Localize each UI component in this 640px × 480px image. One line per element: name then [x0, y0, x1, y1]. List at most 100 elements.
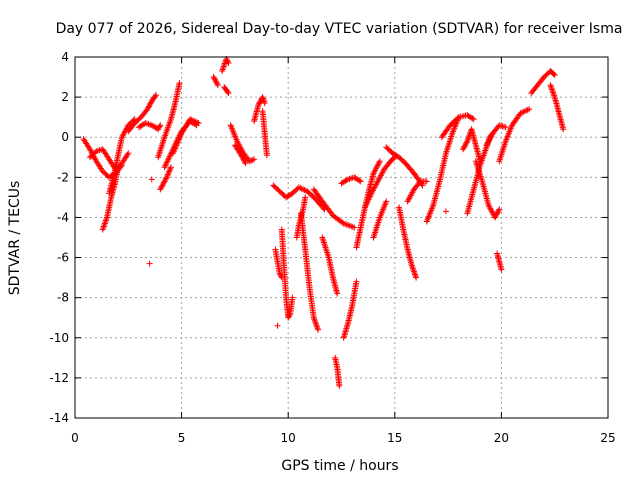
- data-point: [315, 326, 322, 333]
- interpolated-point: [162, 175, 169, 182]
- interpolated-point: [164, 172, 171, 179]
- data-point: [255, 102, 262, 109]
- data-track: [547, 82, 567, 133]
- data-point: [376, 158, 383, 165]
- interpolated-point: [239, 153, 246, 160]
- data-point: [496, 206, 503, 213]
- data-point: [187, 116, 194, 123]
- interpolated-point: [463, 139, 470, 146]
- interpolated-point: [166, 167, 173, 174]
- data-point: [289, 294, 296, 301]
- interpolated-point: [285, 313, 292, 320]
- interpolated-point: [524, 106, 531, 113]
- data-track: [361, 154, 398, 211]
- interpolated-point: [164, 171, 171, 178]
- data-track: [251, 94, 268, 125]
- interpolated-point: [301, 187, 308, 194]
- data-point: [242, 160, 249, 167]
- data-track: [340, 278, 360, 341]
- data-point: [157, 186, 164, 193]
- interpolated-point: [166, 168, 173, 175]
- x-tick-label: 0: [71, 431, 79, 445]
- interpolated-point: [286, 312, 293, 319]
- isolated-data-point: [442, 208, 449, 215]
- data-track: [99, 166, 121, 233]
- y-tick-label: 4: [61, 50, 69, 64]
- y-tick-label: -8: [57, 291, 69, 305]
- data-track: [404, 178, 430, 205]
- interpolated-point: [461, 143, 468, 150]
- interpolated-point: [156, 123, 163, 130]
- interpolated-point: [356, 177, 363, 184]
- y-tick-label: -4: [57, 210, 69, 224]
- interpolated-point: [167, 165, 174, 172]
- data-track: [210, 74, 221, 89]
- data-track: [227, 122, 258, 165]
- interpolated-point: [248, 157, 255, 164]
- interpolated-point: [189, 117, 196, 124]
- data-point: [225, 60, 232, 67]
- data-track: [310, 186, 358, 231]
- interpolated-point: [462, 140, 469, 147]
- data-point: [560, 126, 567, 133]
- data-track: [319, 234, 341, 297]
- data-point: [413, 274, 420, 281]
- interpolated-point: [492, 213, 499, 220]
- interpolated-point: [521, 108, 528, 115]
- data-point: [285, 314, 292, 321]
- interpolated-point: [495, 207, 502, 214]
- interpolated-point: [519, 109, 526, 116]
- y-tick-label: -10: [49, 331, 69, 345]
- interpolated-point: [240, 156, 247, 163]
- interpolated-point: [224, 57, 231, 64]
- data-point: [263, 152, 270, 159]
- interpolated-point: [297, 185, 304, 192]
- data-point: [423, 178, 430, 185]
- interpolated-point: [146, 102, 153, 109]
- y-tick-label: -12: [49, 371, 69, 385]
- data-point: [383, 198, 390, 205]
- data-point: [157, 122, 164, 129]
- x-tick-label: 15: [387, 431, 402, 445]
- interpolated-point: [192, 118, 199, 125]
- data-point: [195, 120, 202, 127]
- data-point: [502, 124, 509, 131]
- data-point: [261, 100, 268, 107]
- data-point: [163, 174, 170, 181]
- data-point: [470, 116, 477, 123]
- x-axis-ticks: 0 5 10 15 20 25: [71, 57, 616, 445]
- y-axis-title: SDTVAR / TECUs: [7, 181, 23, 296]
- data-track: [259, 108, 270, 159]
- x-tick-label: 20: [494, 431, 509, 445]
- data-point: [419, 182, 426, 189]
- data-point: [167, 164, 174, 171]
- y-axis-ticks: -14 -12 -10 -8 -6 -4 -2 0 2 4: [49, 50, 608, 425]
- y-tick-label: 0: [61, 130, 69, 144]
- interpolated-point: [155, 124, 162, 131]
- data-point: [238, 152, 245, 159]
- data-point: [159, 182, 166, 189]
- data-track: [135, 120, 164, 133]
- data-track: [155, 80, 183, 161]
- isolated-data-point: [148, 176, 155, 183]
- data-points: [80, 56, 567, 389]
- interpolated-point: [145, 104, 152, 111]
- interpolated-point: [256, 99, 263, 106]
- data-point: [353, 278, 360, 285]
- data-point: [144, 106, 151, 113]
- interpolated-point: [241, 157, 248, 164]
- y-tick-label: -2: [57, 170, 69, 184]
- interpolated-point: [523, 107, 530, 114]
- data-track: [125, 92, 160, 135]
- interpolated-point: [241, 158, 248, 165]
- data-point: [251, 156, 258, 163]
- data-track: [170, 116, 202, 157]
- data-point: [357, 178, 364, 185]
- y-tick-label: -6: [57, 251, 69, 265]
- interpolated-point: [211, 75, 218, 82]
- data-point: [153, 92, 160, 99]
- data-track: [438, 112, 477, 141]
- interpolated-point: [224, 88, 231, 95]
- interpolated-point: [493, 211, 500, 218]
- data-track: [483, 122, 509, 149]
